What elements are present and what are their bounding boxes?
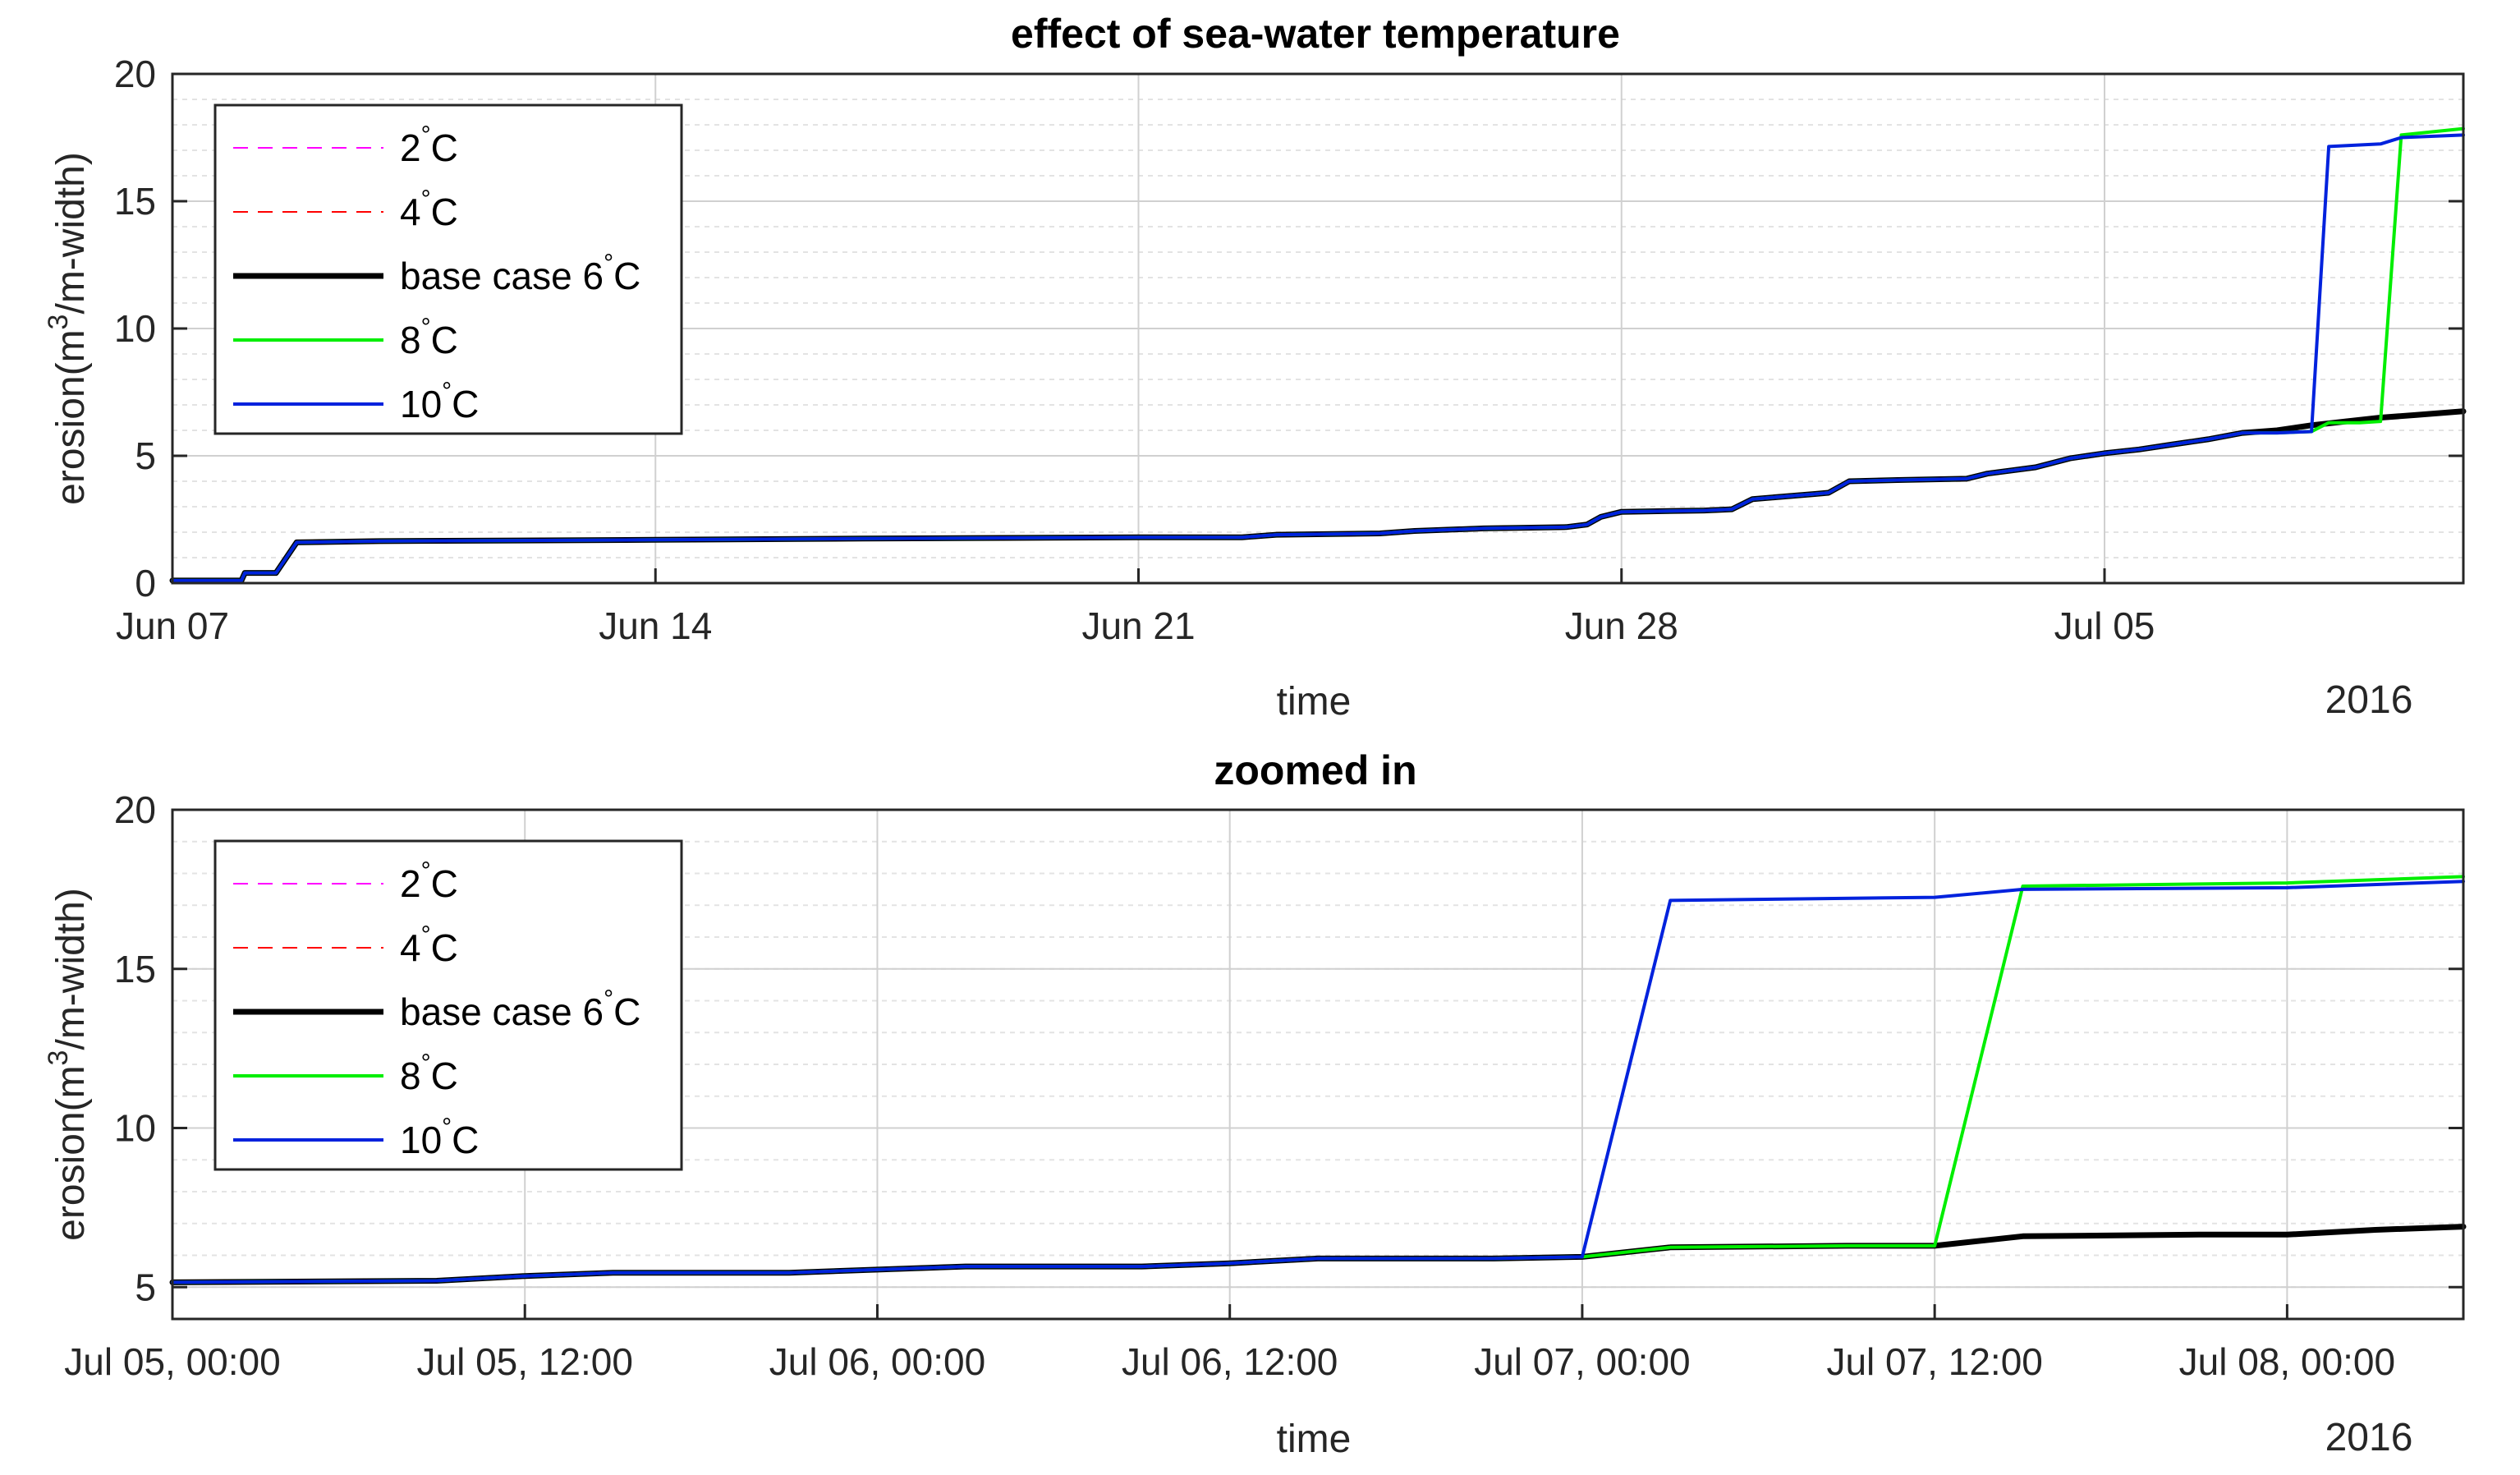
y-axis-label: erosion(m3/m-width) — [43, 888, 93, 1241]
x-tick-labels: Jul 05, 00:00 Jul 05, 12:00 Jul 06, 00:00 J… — [64, 1304, 2395, 1383]
y-tick-label: 0 — [135, 562, 156, 604]
legend-entry: 8°C — [400, 314, 458, 361]
y-axis-label-suffix: /m-width) — [49, 152, 93, 314]
x-axis-label: time — [1277, 680, 1352, 724]
chart-title: effect of sea-water temperature — [1011, 11, 1620, 57]
series-line — [171, 880, 2465, 1284]
y-axis-label-prefix: erosion(m — [49, 1065, 93, 1240]
y-axis-label-prefix: erosion(m — [49, 329, 93, 504]
chart-title: zoomed in — [1214, 747, 1416, 793]
y-axis-label: erosion(m3/m-width) — [43, 152, 93, 505]
x-tick-label: Jun 07 — [116, 604, 229, 647]
legend-entry: 4°C — [400, 921, 458, 969]
x-tick-label: Jul 05 — [2054, 604, 2155, 647]
legend-entry: 10°C — [400, 1114, 479, 1161]
y-axis-label-superscript: 3 — [43, 1050, 74, 1066]
x-tick-label: Jun 21 — [1081, 604, 1195, 647]
chart-zoomed-in: zoomed in 5 10 15 20 Jul 05, 00:00 Jul 05, 1… — [43, 747, 2467, 1461]
y-tick-label: 20 — [114, 53, 156, 95]
y-tick-label: 5 — [135, 434, 156, 477]
legend-entry: 4°C — [400, 186, 458, 233]
chart-effect-of-temperature: effect of sea-water temperature 0 5 10 15 20… — [43, 11, 2467, 724]
legend: 2°C 4°C base case 6°C 8°C 10°C — [213, 103, 683, 435]
x-tick-labels: Jun 07 Jun 14 Jun 21 Jun 28 Jul 05 — [116, 568, 2155, 647]
legend-box — [213, 103, 683, 435]
axes-box — [171, 808, 2465, 1321]
legend-entry: base case 6°C — [400, 986, 640, 1033]
x-tick-label: Jul 07, 00:00 — [1474, 1340, 1690, 1383]
x-tick-label: Jul 05, 12:00 — [417, 1340, 633, 1383]
x-tick-label: Jul 06, 12:00 — [1122, 1340, 1338, 1383]
legend-entry: 10°C — [400, 378, 479, 425]
x-tick-label: Jul 07, 12:00 — [1826, 1340, 2042, 1383]
x-axis-year-label: 2016 — [2325, 678, 2413, 722]
x-tick-label: Jul 05, 00:00 — [64, 1340, 280, 1383]
y-tick-label: 15 — [114, 948, 156, 990]
series-line — [171, 133, 2465, 582]
y-tick-label: 15 — [114, 180, 156, 223]
legend-entry: 2°C — [400, 857, 458, 905]
y-tick-label: 20 — [114, 788, 156, 831]
plot-area — [169, 875, 2467, 1285]
y-axis-label-superscript: 3 — [43, 315, 74, 330]
y-tick-labels: 0 5 10 15 20 — [114, 53, 2463, 604]
x-axis-label: time — [1277, 1418, 1352, 1461]
legend: 2°C 4°C base case 6°C 8°C 10°C — [213, 839, 683, 1171]
plot-area — [169, 126, 2467, 584]
x-tick-label: Jul 06, 00:00 — [769, 1340, 985, 1383]
y-axis-label-suffix: /m-width) — [49, 888, 93, 1050]
x-tick-label: Jun 14 — [599, 604, 712, 647]
y-tick-label: 10 — [114, 307, 156, 350]
legend-entry: 8°C — [400, 1050, 458, 1097]
x-tick-label: Jul 08, 00:00 — [2179, 1340, 2395, 1383]
y-tick-labels: 5 10 15 20 — [114, 788, 2463, 1308]
legend-entry: 2°C — [400, 122, 458, 169]
legend-entry: base case 6°C — [400, 250, 640, 297]
legend-box — [213, 839, 683, 1171]
y-tick-label: 10 — [114, 1107, 156, 1150]
x-tick-label: Jun 28 — [1565, 604, 1678, 647]
y-tick-label: 5 — [135, 1266, 156, 1308]
x-axis-year-label: 2016 — [2325, 1416, 2413, 1459]
